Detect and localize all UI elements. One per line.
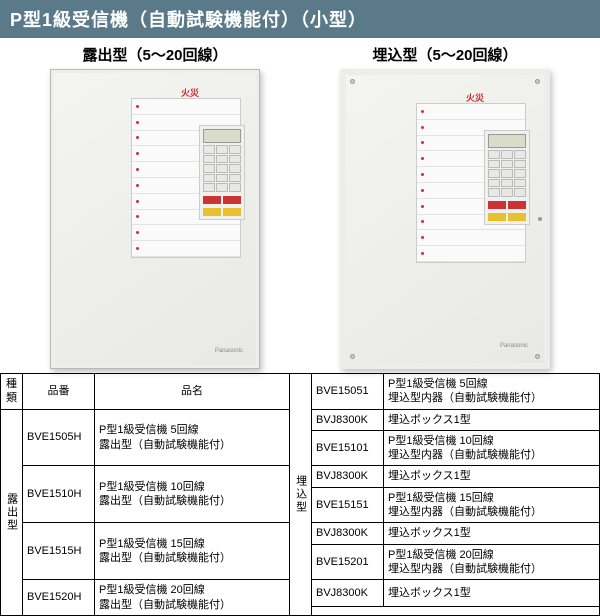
cell-name: P型1級受信機 5回線埋込型内器（自動試験機能付） xyxy=(384,374,600,410)
left-kind-cell: 露出型 xyxy=(1,409,23,615)
cell-name: P型1級受信機 20回線埋込型内器（自動試験機能付） xyxy=(384,544,600,580)
cell-pn: BVJ8300K xyxy=(312,580,384,607)
keypad xyxy=(484,130,530,225)
header-partno: 品番 xyxy=(23,374,95,410)
cell-name: 埋込ボックス1型 xyxy=(384,523,600,544)
surface-caption: 露出型（5〜20回線） xyxy=(82,44,227,65)
spec-table: 種類 品番 品名 埋込型 BVE15051 P型1級受信機 5回線埋込型内器（自… xyxy=(0,373,600,616)
brand-logo: Panasonic xyxy=(500,343,528,349)
cell-name: 埋込ボックス1型 xyxy=(384,409,600,430)
page-title: P型1級受信機（自動試験機能付）（小型） xyxy=(0,0,600,38)
header-kind: 種類 xyxy=(1,374,23,410)
flush-device-illustration: 火災 xyxy=(340,69,550,369)
cell-pn: BVJ8300K xyxy=(312,523,384,544)
surface-type-column: 露出型（5〜20回線） 火災 xyxy=(50,44,260,369)
cell-pn: BVJ8300K xyxy=(312,466,384,487)
cell-name: P型1級受信機 20回線露出型（自動試験機能付） xyxy=(95,580,290,616)
product-images: 露出型（5〜20回線） 火災 xyxy=(0,38,600,373)
cell-name: P型1級受信機 15回線露出型（自動試験機能付） xyxy=(95,523,290,580)
cell-name: P型1級受信機 15回線埋込型内器（自動試験機能付） xyxy=(384,487,600,523)
header-name: 品名 xyxy=(95,374,290,410)
flush-caption: 埋込型（5〜20回線） xyxy=(372,44,517,65)
cell-pn: BVE1520H xyxy=(23,580,95,616)
lcd-display xyxy=(488,134,526,148)
cell-pn: BVJ8300K xyxy=(312,409,384,430)
cell-pn: BVE1505H xyxy=(23,409,95,466)
cell-name: P型1級受信機 10回線埋込型内器（自動試験機能付） xyxy=(384,430,600,466)
brand-logo: Panasonic xyxy=(215,348,243,354)
cell-pn: BVE15201 xyxy=(312,544,384,580)
keypad xyxy=(199,125,245,220)
cell-pn: BVE15151 xyxy=(312,487,384,523)
lcd-display xyxy=(203,129,241,143)
table-header-row: 種類 品番 品名 埋込型 BVE15051 P型1級受信機 5回線埋込型内器（自… xyxy=(1,374,600,410)
cell-pn: BVE15051 xyxy=(312,374,384,410)
right-kind-cell: 埋込型 xyxy=(290,374,312,616)
spec-table-wrap: 種類 品番 品名 埋込型 BVE15051 P型1級受信機 5回線埋込型内器（自… xyxy=(0,373,600,616)
hinge-icon xyxy=(538,217,542,221)
cell-name: 埋込ボックス1型 xyxy=(384,466,600,487)
surface-device-illustration: 火災 xyxy=(50,69,260,369)
cell-pn: BVE15101 xyxy=(312,430,384,466)
cell-pn: BVE1510H xyxy=(23,466,95,523)
cell-pn: BVE1515H xyxy=(23,523,95,580)
cell-name: 埋込ボックス1型 xyxy=(384,580,600,607)
cell-name: P型1級受信機 5回線露出型（自動試験機能付） xyxy=(95,409,290,466)
cell-name: P型1級受信機 10回線露出型（自動試験機能付） xyxy=(95,466,290,523)
flush-type-column: 埋込型（5〜20回線） 火災 xyxy=(340,44,550,369)
